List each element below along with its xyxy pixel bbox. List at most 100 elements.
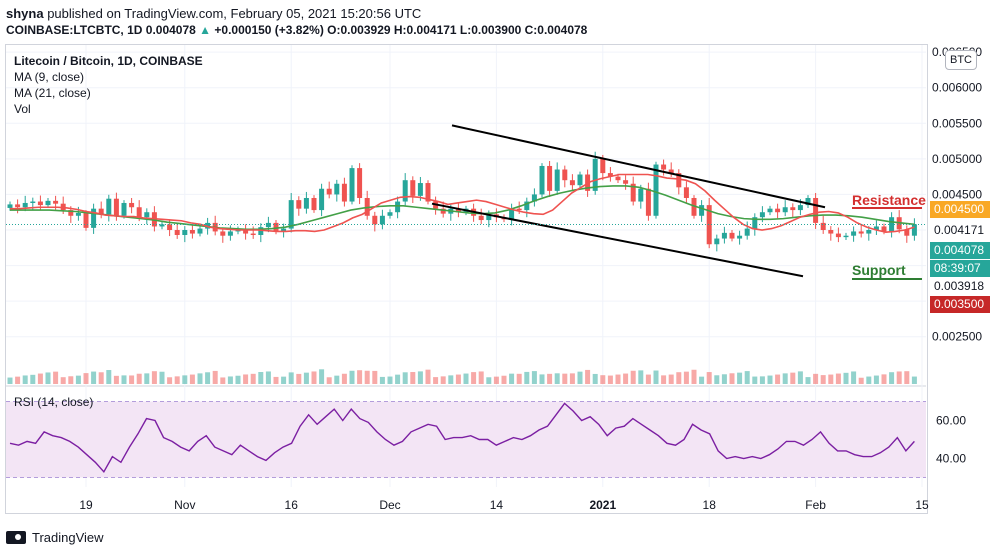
volume-bar [782, 373, 788, 384]
rsi-legend[interactable]: RSI (14, close) [14, 395, 94, 409]
candle-body [752, 217, 758, 229]
volume-bar [737, 372, 743, 384]
candle-body [182, 230, 188, 235]
volume-bar [676, 372, 682, 384]
candle-body [737, 235, 743, 239]
volume-bar [250, 373, 256, 384]
candle-body [714, 238, 720, 245]
candle-body [904, 229, 910, 236]
volume-bar [531, 371, 537, 384]
candle-body [539, 165, 545, 195]
candle-body [721, 232, 727, 239]
up-arrow-icon: ▲ [199, 23, 212, 37]
candle-body [121, 202, 127, 216]
candle-body [706, 205, 712, 245]
rsi-line [9, 402, 915, 473]
volume-bar [220, 377, 226, 384]
rsi-band [6, 401, 926, 478]
volume-bar [227, 376, 233, 384]
volume-bar [661, 375, 667, 384]
volume-bar [615, 374, 621, 384]
volume-bar [45, 372, 51, 384]
currency-button[interactable]: BTC [945, 50, 977, 70]
volume-bar [524, 371, 530, 384]
volume-bar [638, 370, 644, 384]
volume-bar [501, 375, 507, 384]
candle-body [311, 197, 317, 211]
candle-body [866, 230, 872, 234]
legend-vol[interactable]: Vol [14, 102, 31, 116]
candle-body [349, 168, 355, 202]
candle-body [45, 200, 51, 206]
volume-bar [288, 372, 294, 384]
volume-bar [22, 375, 28, 384]
candle-body [159, 224, 165, 227]
candle-body [303, 197, 309, 209]
volume-bar [539, 374, 545, 384]
volume-bar [699, 376, 705, 384]
candle-body [30, 201, 36, 203]
candle-body [197, 228, 203, 234]
legend-title: Litecoin / Bitcoin, 1D, COINBASE [14, 54, 203, 68]
rsi-tick-label: 40.00 [936, 452, 966, 466]
volume-bar [889, 372, 895, 384]
volume-bar [319, 369, 325, 384]
candle-body [75, 212, 81, 216]
candle-body [326, 188, 332, 195]
volume-bar [623, 373, 629, 384]
candle-body [410, 180, 416, 196]
candle-body [668, 169, 674, 174]
legend-ma21[interactable]: MA (21, close) [14, 86, 91, 100]
volume-bar [896, 371, 902, 384]
volume-bar [258, 372, 264, 384]
volume-bar [843, 372, 849, 384]
volume-bar [858, 377, 864, 384]
volume-bar [683, 371, 689, 384]
volume-bar [7, 377, 13, 384]
candle-body [547, 165, 553, 191]
candle-body [68, 210, 74, 216]
volume-bar [189, 374, 195, 384]
candle-body [835, 233, 841, 238]
candle-body [273, 222, 279, 232]
candle-body [569, 180, 575, 186]
candle-body [744, 228, 750, 236]
volume-bar [547, 373, 553, 384]
resistance-price-tag: 0.004500 [930, 201, 990, 218]
candle-body [699, 205, 705, 216]
candle-body [106, 198, 112, 215]
candle-body [531, 194, 537, 202]
candle-body [265, 222, 271, 228]
candle-body [417, 183, 423, 196]
candle-body [630, 183, 636, 202]
volume-bar [205, 372, 211, 384]
volume-bar [835, 373, 841, 384]
candle-body [425, 183, 431, 202]
candle-body [775, 208, 781, 213]
time-tick-label: Feb [805, 498, 826, 512]
candle-body [516, 208, 522, 211]
volume-bar [577, 371, 583, 384]
volume-bar [653, 370, 659, 384]
legend-ma9[interactable]: MA (9, close) [14, 70, 85, 84]
candle-body [357, 168, 363, 198]
candle-body [288, 200, 294, 229]
candle-body [592, 158, 598, 191]
volume-bar [402, 372, 408, 384]
volume-bar [911, 376, 917, 384]
candle-body [113, 198, 119, 216]
support-price-tag: 0.003500 [930, 296, 990, 313]
volume-bar [357, 370, 363, 384]
volume-bar [691, 369, 697, 384]
volume-bar [174, 376, 180, 384]
high-price-tag: 0.004171 [930, 222, 990, 239]
price-tick-label: 0.005000 [932, 152, 982, 166]
candle-body [911, 224, 917, 236]
candle-body [144, 212, 150, 218]
tradingview-logo[interactable]: TradingView [6, 530, 104, 545]
volume-bar [714, 375, 720, 384]
volume-bar [767, 375, 773, 384]
volume-bar [311, 371, 317, 384]
candle-body [22, 202, 28, 208]
